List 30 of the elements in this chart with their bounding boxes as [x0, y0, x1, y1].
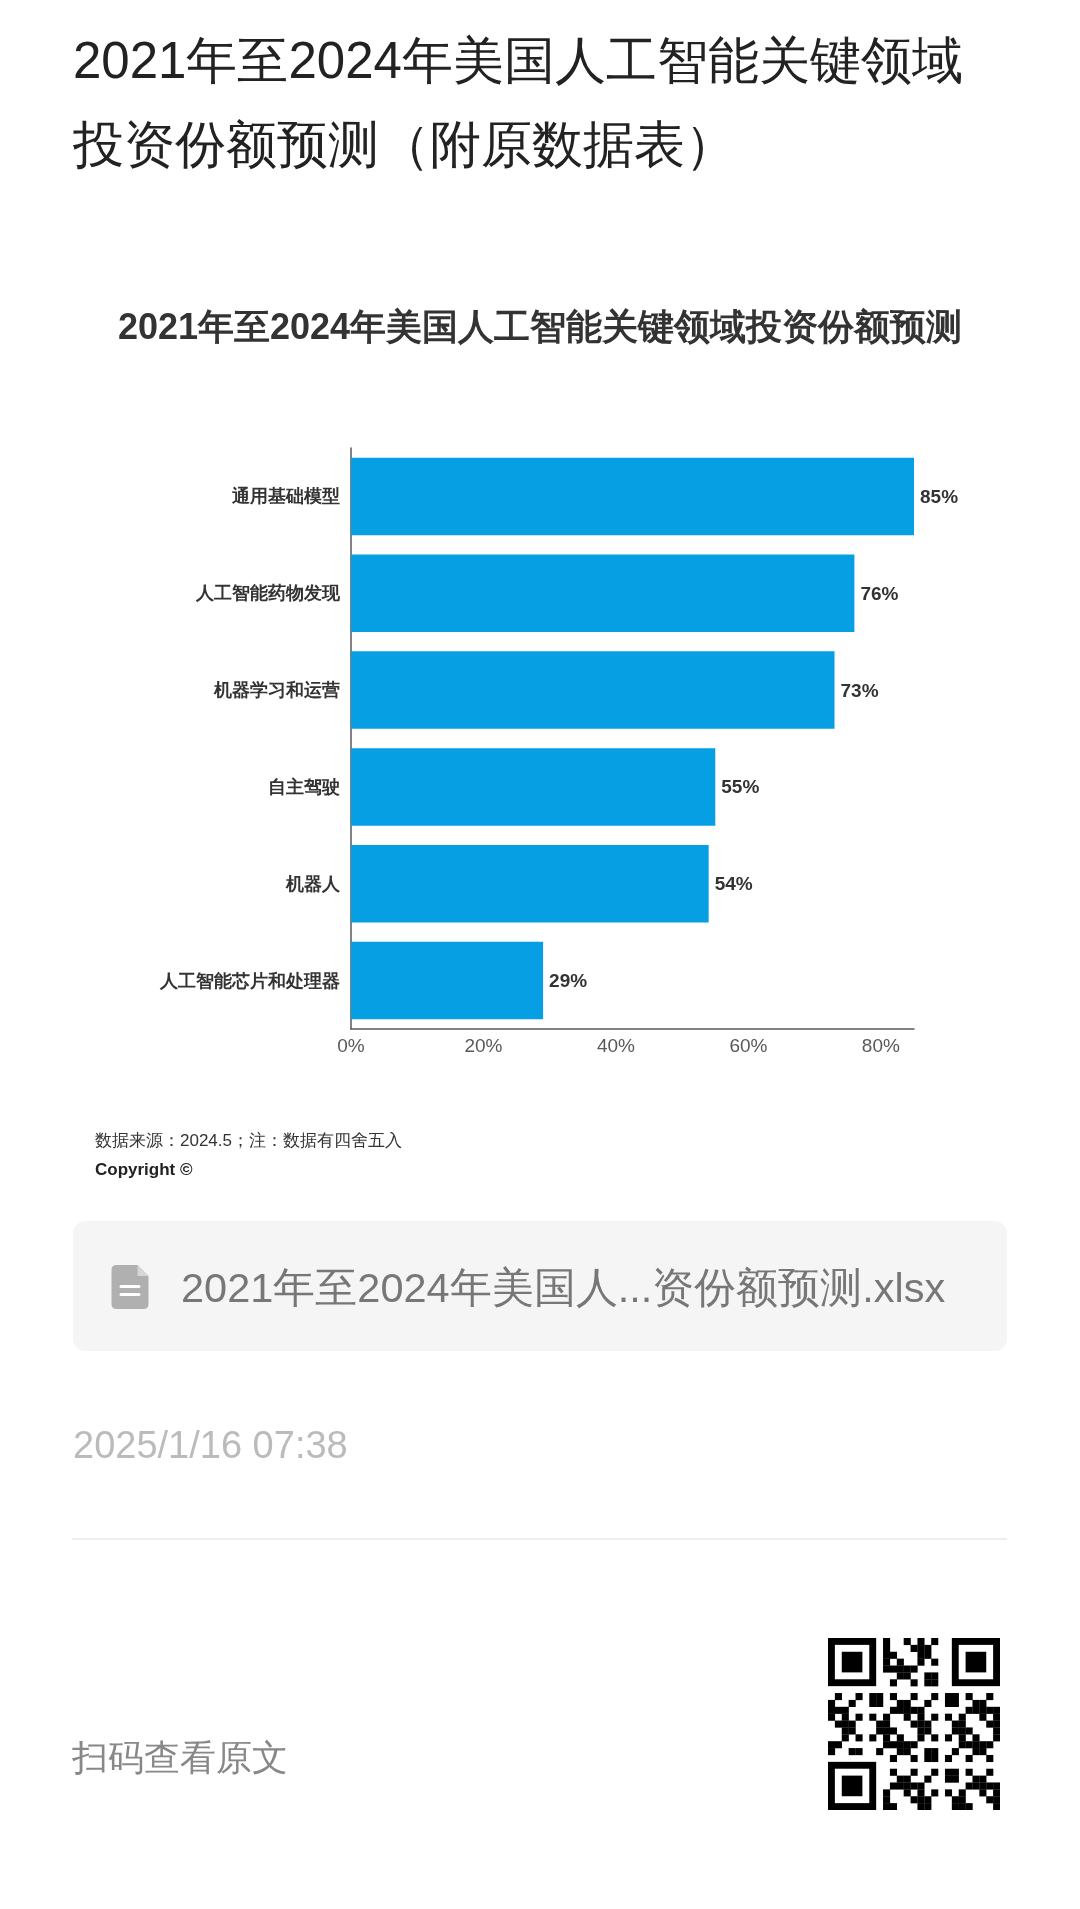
bar	[351, 554, 855, 632]
bar	[351, 457, 914, 536]
y-tick-label: 通用基础模型	[231, 486, 340, 507]
text: 2021年至2024年美国人...资份额预测.xlsx	[181, 1263, 946, 1313]
data-label: 29%	[549, 970, 588, 992]
bar	[351, 748, 716, 826]
y-tick-label: 人工智能芯片和处理器	[159, 970, 340, 991]
bar	[351, 941, 544, 1020]
y-tick-label: 自主驾驶	[268, 776, 340, 797]
bar	[351, 845, 709, 923]
x-tick-label: 20%	[464, 1035, 503, 1056]
data-label: 73%	[840, 679, 879, 701]
text: 扫码查看原文	[72, 1735, 288, 1780]
bar	[351, 651, 835, 729]
x-tick-label: 40%	[596, 1035, 636, 1056]
data-label: 54%	[714, 873, 753, 895]
chart-title: 2021年至2024年美国人工智能关键领域投资份额预测（附原数据表）	[73, 31, 964, 175]
text: 2025/1/16 07:38	[73, 1423, 348, 1468]
x-tick-label: 80%	[861, 1035, 900, 1056]
data-label: 55%	[721, 776, 760, 798]
y-tick-label: 机器学习和运营	[213, 680, 340, 701]
text: Copyright ©	[95, 1158, 193, 1180]
source-note: 数据来源：2024.5；注：数据有四舍五入	[95, 1129, 402, 1151]
data-label: 76%	[860, 582, 899, 604]
x-tick-label: 0%	[337, 1035, 365, 1056]
data-label: 85%	[920, 485, 959, 507]
chart-subtitle: 2021年至2024年美国人工智能关键领域投资份额预测	[117, 305, 963, 347]
y-tick-label: 机器人	[285, 873, 341, 894]
y-tick-label: 人工智能药物发现	[195, 583, 341, 604]
x-tick-label: 60%	[729, 1035, 768, 1056]
